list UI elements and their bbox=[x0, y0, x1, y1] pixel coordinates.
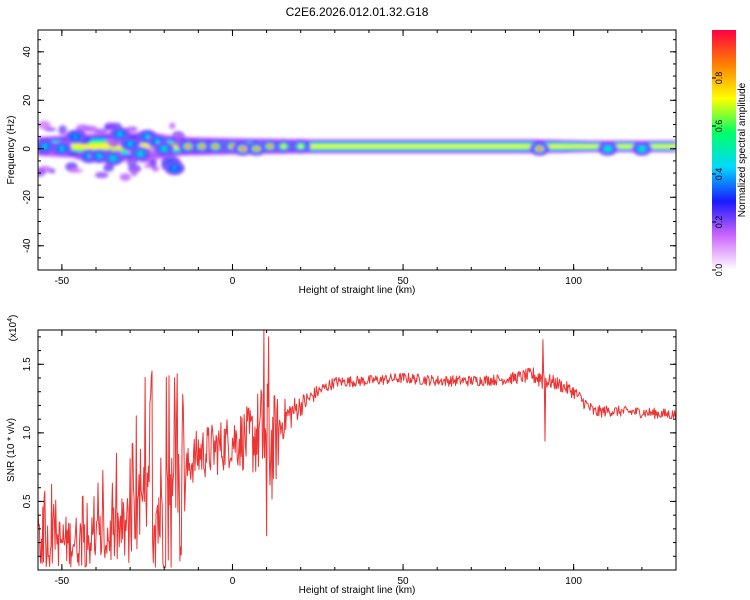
snr-ticks: -50 0 50 100 0.5 1.0 1.5 bbox=[22, 330, 677, 587]
spectrogram-y-tick-label: -20 bbox=[22, 190, 33, 205]
colorbar-tick-label: 0.0 bbox=[714, 264, 724, 277]
snr-xlabel: Height of straight line (km) bbox=[299, 585, 416, 596]
colorbar-tick-label: 0.8 bbox=[714, 72, 724, 85]
spectral-blob bbox=[172, 166, 177, 170]
spectral-blob bbox=[117, 132, 123, 136]
spectrogram-x-tick-label: 100 bbox=[565, 276, 582, 287]
spectral-blob bbox=[639, 147, 645, 151]
colorbar-tick-label: 0.4 bbox=[714, 168, 724, 181]
spectrogram-ticks: -50 0 50 100 -40 -20 0 20 40 bbox=[22, 30, 677, 287]
spectrogram-x-tick-label: 0 bbox=[230, 276, 236, 287]
spectral-blob bbox=[137, 151, 143, 156]
spectral-speckle bbox=[58, 125, 67, 135]
snr-multiplier-exponent: 4 bbox=[7, 318, 14, 322]
snr-series-line bbox=[38, 330, 676, 568]
snr-multiplier-label: (x10 bbox=[8, 321, 19, 341]
spectral-speckle bbox=[94, 128, 107, 135]
spectral-blob bbox=[42, 144, 48, 149]
spectral-blob bbox=[144, 134, 150, 139]
colorbar-tick-label: 0.2 bbox=[714, 216, 724, 229]
spectral-blob bbox=[154, 139, 160, 144]
snr-plot: -50 0 50 100 0.5 1.0 1.5 Height of straight li… bbox=[6, 315, 677, 596]
colorbar-ticks: 0.0 0.2 0.4 0.6 0.8 bbox=[712, 72, 724, 277]
spectral-blob bbox=[110, 156, 116, 161]
colorbar-label: Normalized spectral amplitude bbox=[737, 82, 748, 217]
snr-background bbox=[38, 330, 676, 570]
spectral-speckle bbox=[38, 120, 51, 130]
spectral-speckle bbox=[38, 168, 46, 177]
spectral-blob bbox=[267, 144, 273, 149]
colorbar: 0.0 0.2 0.4 0.6 0.8 Normalized spectral ampl… bbox=[712, 30, 748, 276]
spectral-blob bbox=[199, 144, 205, 149]
snr-ylabel: SNR (10 * v/v) bbox=[6, 418, 17, 482]
snr-frame bbox=[37, 329, 677, 571]
spectral-blob bbox=[281, 144, 287, 149]
spectrogram-ylabel: Frequency (Hz) bbox=[6, 116, 17, 185]
colorbar-gradient bbox=[712, 30, 736, 270]
spectral-speckle bbox=[70, 168, 83, 173]
spectral-blob bbox=[605, 147, 611, 151]
spectrogram-y-tick-label: 40 bbox=[22, 46, 33, 58]
snr-y-tick-label: 1.0 bbox=[22, 425, 33, 439]
spectral-speckle bbox=[172, 132, 185, 139]
spectral-blob bbox=[127, 142, 133, 146]
spectral-blob bbox=[298, 144, 304, 149]
spectrogram-x-tick-label: -50 bbox=[55, 276, 70, 287]
snr-x-tick-label: 0 bbox=[230, 576, 236, 587]
spectral-speckle bbox=[144, 163, 152, 169]
spectral-speckle bbox=[130, 166, 138, 177]
spectral-blob bbox=[161, 147, 167, 151]
spectral-blob bbox=[212, 144, 218, 149]
spectral-speckle bbox=[95, 171, 109, 179]
snr-x-tick-label: -50 bbox=[55, 576, 70, 587]
spectral-blob bbox=[96, 154, 102, 158]
spectrogram-plot: -50 0 50 100 -40 -20 0 20 40 Height of straight … bbox=[6, 29, 677, 296]
spectral-blob bbox=[59, 147, 65, 151]
spectral-blob bbox=[73, 134, 78, 139]
spectral-speckle bbox=[104, 123, 112, 131]
snr-y-tick-label: 0.5 bbox=[22, 494, 33, 508]
spectrogram-y-tick-label: 0 bbox=[22, 146, 33, 152]
chart-title: C2E6.2026.012.01.32.G18 bbox=[286, 5, 429, 19]
snr-multiplier: (x104) bbox=[7, 315, 19, 342]
spectral-speckle bbox=[103, 163, 114, 172]
spectrogram-heatmap bbox=[38, 120, 676, 182]
snr-y-tick-label: 1.5 bbox=[22, 357, 33, 371]
spectral-blob bbox=[240, 147, 246, 151]
spectral-speckle bbox=[169, 122, 176, 129]
spectrogram-x-tick-label: 50 bbox=[397, 276, 409, 287]
svg-text:(x104): (x104) bbox=[7, 315, 19, 342]
snr-x-tick-label: 50 bbox=[397, 576, 409, 587]
spectral-blob bbox=[185, 144, 191, 149]
spectrogram-xlabel: Height of straight line (km) bbox=[299, 285, 416, 296]
colorbar-tick-label: 0.6 bbox=[714, 120, 724, 133]
spectrogram-y-tick-label: -40 bbox=[22, 238, 33, 253]
spectral-blob bbox=[253, 147, 259, 151]
snr-x-tick-label: 100 bbox=[565, 576, 582, 587]
spectrogram-y-tick-label: 20 bbox=[22, 94, 33, 106]
spectrogram-frame bbox=[37, 29, 677, 271]
spectral-blob bbox=[537, 147, 542, 151]
spectral-speckle bbox=[119, 173, 131, 182]
